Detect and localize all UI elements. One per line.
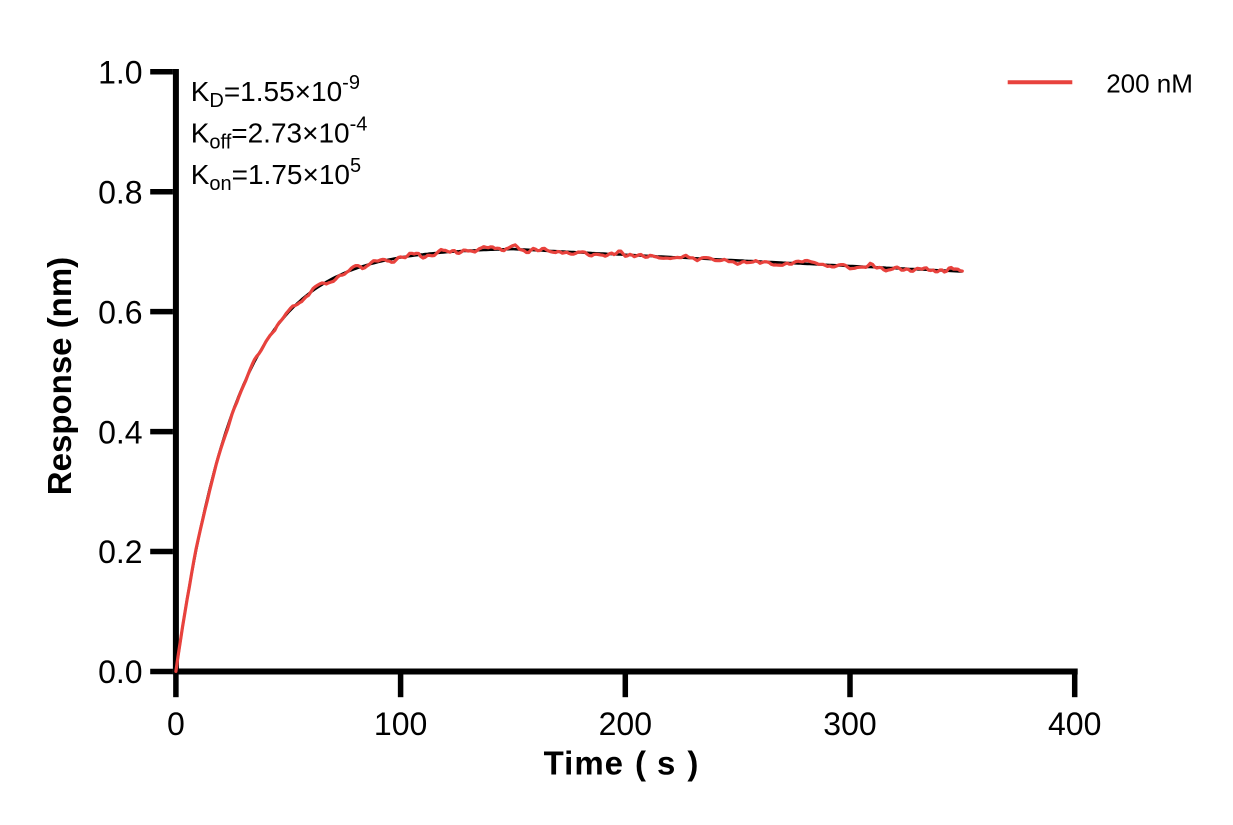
svg-text:0.2: 0.2 [98,534,142,570]
svg-text:100: 100 [374,706,427,742]
svg-text:0.6: 0.6 [98,294,142,330]
svg-text:Koff=2.73×10-4: Koff=2.73×10-4 [191,113,368,153]
svg-text:Kon=1.75×105: Kon=1.75×105 [191,155,361,195]
svg-text:Response (nm): Response (nm) [41,257,78,495]
svg-text:200: 200 [599,706,652,742]
svg-text:1.0: 1.0 [98,54,142,90]
svg-text:0.4: 0.4 [98,414,142,450]
svg-text:300: 300 [823,706,876,742]
svg-text:0.8: 0.8 [98,174,142,210]
svg-text:200 nM: 200 nM [1106,69,1193,99]
svg-text:0: 0 [167,706,185,742]
svg-text:400: 400 [1048,706,1101,742]
svg-text:Time(s): Time(s) [544,745,699,782]
svg-text:0.0: 0.0 [98,654,142,690]
